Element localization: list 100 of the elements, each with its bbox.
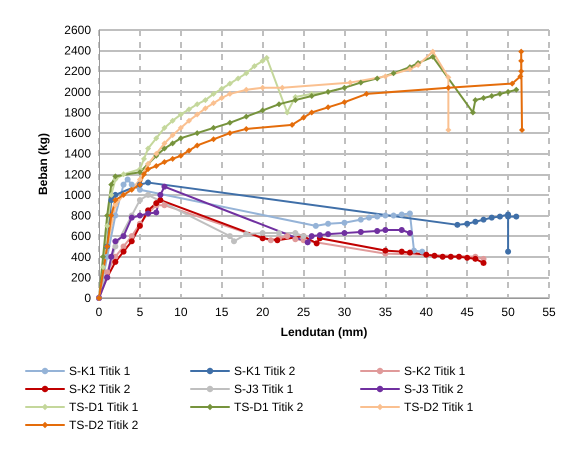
point [153,209,160,216]
point [145,166,152,172]
legend-label: S-K2 Titik 2 [69,382,131,396]
point [161,202,168,208]
point [194,101,200,108]
x-tick-label: 10 [174,305,188,319]
x-tick-label: 0 [96,305,103,319]
point [456,254,462,260]
point [194,130,200,136]
point [268,237,274,244]
point [284,233,290,240]
point [406,230,413,236]
point [430,48,436,55]
point [218,86,225,92]
point [136,176,143,182]
point [517,73,524,80]
point [202,97,208,104]
point [260,58,266,64]
point [120,243,127,250]
x-tick-label: 40 [420,305,434,319]
y-tick-label: 200 [70,270,92,284]
point [276,101,282,108]
point [226,80,233,87]
y-tick-label: 600 [70,229,92,244]
point [382,248,388,254]
point [480,95,487,102]
point [419,248,426,255]
point [226,233,233,240]
legend-label: TS-D2 Titik 2 [69,418,139,432]
point [390,70,397,76]
point [289,122,296,128]
point [141,171,147,178]
x-tick-label: 25 [296,305,311,319]
point [202,105,208,112]
point [472,218,478,225]
legend-label: S-J3 Titik 1 [234,382,294,396]
point [210,136,217,142]
point [243,126,250,132]
point [398,212,405,218]
point [382,73,388,80]
point [112,238,118,244]
y-tick-label: 2000 [64,84,92,99]
point [488,92,495,99]
point [161,140,168,146]
x-tick-label: 50 [501,305,516,319]
point [235,75,242,82]
point [251,63,258,70]
legend-label: S-K2 Titik 1 [404,364,466,378]
point [292,97,298,104]
point [108,192,114,198]
point [161,158,168,165]
point [243,114,250,120]
point [120,171,127,178]
y-axis-title: Beban (kg) [36,132,50,196]
point [226,120,233,126]
point [284,109,290,116]
point [292,230,298,236]
point [108,212,114,219]
point [136,186,143,193]
x-tick-label: 20 [256,305,270,319]
point [210,90,217,97]
point [194,142,200,148]
point [464,220,470,227]
point [153,135,160,142]
point [398,248,405,255]
point [226,130,233,136]
point [260,107,266,114]
x-tick-label: 55 [542,305,556,319]
y-tick-label: 1200 [64,167,92,182]
point [325,220,332,227]
point [440,254,446,260]
point [308,109,315,116]
point [210,124,217,131]
point [104,269,110,276]
point [170,140,176,146]
point [454,222,460,228]
point [186,106,192,112]
point [464,254,470,261]
point [341,99,348,106]
point [509,80,516,87]
point [128,182,135,188]
y-tick-label: 1400 [64,146,92,161]
point [406,210,413,216]
point [382,226,388,233]
point [120,182,127,188]
point [136,197,143,204]
y-tick-label: 800 [70,208,92,223]
point [170,156,176,162]
point [513,214,520,220]
point [170,132,176,138]
point [108,182,114,188]
point [145,146,152,152]
point [374,75,380,82]
legend-label: S-K1 Titik 1 [69,364,131,378]
point [496,214,503,220]
x-tick-label: 15 [215,305,229,319]
point [112,173,118,180]
legend-label: S-J3 Titik 2 [404,382,464,396]
x-tick-label: 30 [338,305,352,319]
y-tick-label: 0 [84,291,92,305]
